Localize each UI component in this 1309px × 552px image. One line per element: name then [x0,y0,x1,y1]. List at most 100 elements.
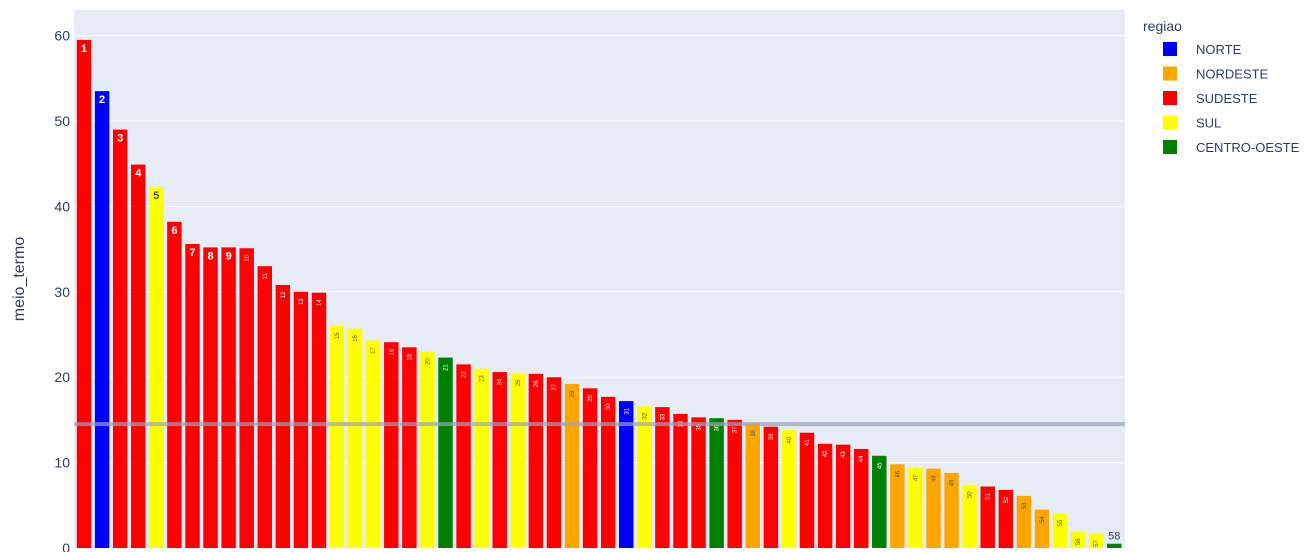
bar [94,91,110,548]
legend: regiao NORTE NORDESTE SUDESTE SUL CENTRO-OES… [1143,18,1300,155]
y-tick-label: 30 [54,284,70,300]
bar-label: 18 [389,348,395,355]
bar-label: 52 [1004,496,1010,503]
bar-label: 6 [171,225,177,237]
bar-label: 12 [281,291,287,298]
bar-label: 44 [859,455,865,462]
bar [655,407,670,548]
bar-label: 16 [353,335,359,342]
bar-label: 23 [480,375,486,382]
bar-label: 9 [226,250,232,262]
bar-label: 21 [444,364,450,371]
bar [185,243,200,548]
bar [926,468,941,548]
bar [528,373,544,548]
y-axis-ticks: 0 10 20 30 40 50 60 [54,28,70,552]
y-tick-label: 10 [54,455,70,471]
y-tick-label: 50 [54,113,70,129]
bar [257,266,273,548]
bar-label: 2 [99,94,105,106]
bar [1016,495,1032,548]
bar-label: 14 [317,299,323,306]
legend-entry: CENTRO-OESTE [1196,140,1300,155]
y-tick-label: 60 [54,28,70,44]
bar-label: 41 [805,439,811,446]
bar [908,467,923,548]
bar-label: 58 [1108,531,1120,543]
bar-label: 29 [588,394,594,401]
bar [817,443,833,548]
bar [799,432,815,548]
bar-label: 20 [425,358,431,365]
bar [709,418,724,548]
y-tick-label: 40 [54,198,70,214]
bar-label: 45 [877,462,883,469]
bar [275,284,291,548]
bar-label: 54 [1040,516,1046,523]
bar [329,325,345,548]
bar-label: 1 [81,43,87,55]
bar-label: 11 [263,272,269,279]
y-axis-label: meio_termo [11,237,28,322]
bar-label: 49 [950,479,956,486]
bar [402,347,417,548]
legend-entry: SUDESTE [1196,91,1258,106]
bar-label: 15 [335,332,341,339]
bar [890,464,905,548]
bar-label: 56 [1076,538,1082,545]
bar-label: 27 [552,383,558,390]
bar [311,292,327,548]
bar-label: 8 [207,250,213,262]
bar-label: 43 [841,451,847,458]
legend-swatch [1163,91,1177,105]
y-tick-label: 0 [62,540,70,552]
bar [998,489,1014,548]
legend-entry: SUL [1196,116,1221,131]
bar [492,372,507,548]
bar [420,351,435,548]
bar-label: 25 [516,379,522,386]
bar-label: 33 [660,413,666,420]
bar [239,248,254,548]
bar [384,342,399,548]
bar [1088,533,1104,548]
bar-label: 30 [606,403,612,410]
bar-label: 51 [986,493,992,500]
bar-label: 55 [1058,519,1064,526]
bar [167,221,182,549]
bar [131,164,146,549]
legend-swatch [1163,140,1177,154]
bar [456,364,471,548]
bar-label: 17 [371,346,377,353]
legend-entry: NORTE [1196,42,1242,57]
bar-label: 57 [1094,539,1100,546]
bar-label: 36 [715,424,721,431]
bar-label: 24 [498,378,504,385]
bar-label: 22 [462,370,468,377]
bar [872,455,887,548]
bar-label: 5 [153,190,159,202]
bar-label: 26 [534,380,540,387]
bar [474,368,489,548]
bar-label: 19 [407,353,413,360]
bar [1107,543,1122,548]
bar [745,423,761,548]
bar [347,328,363,548]
bar-label: 40 [787,436,793,443]
bar-label: 7 [189,247,195,259]
bar [546,377,562,548]
bar [691,417,706,548]
bar-label: 3 [117,133,123,145]
bar [637,406,652,548]
bar-label: 42 [823,450,829,457]
bar [112,129,128,549]
bar [1052,512,1068,548]
bar-label: 37 [733,426,739,433]
bar [763,426,779,548]
bar [727,419,742,548]
bar [582,388,598,548]
bar-label: 4 [135,168,142,180]
bar [221,247,236,548]
